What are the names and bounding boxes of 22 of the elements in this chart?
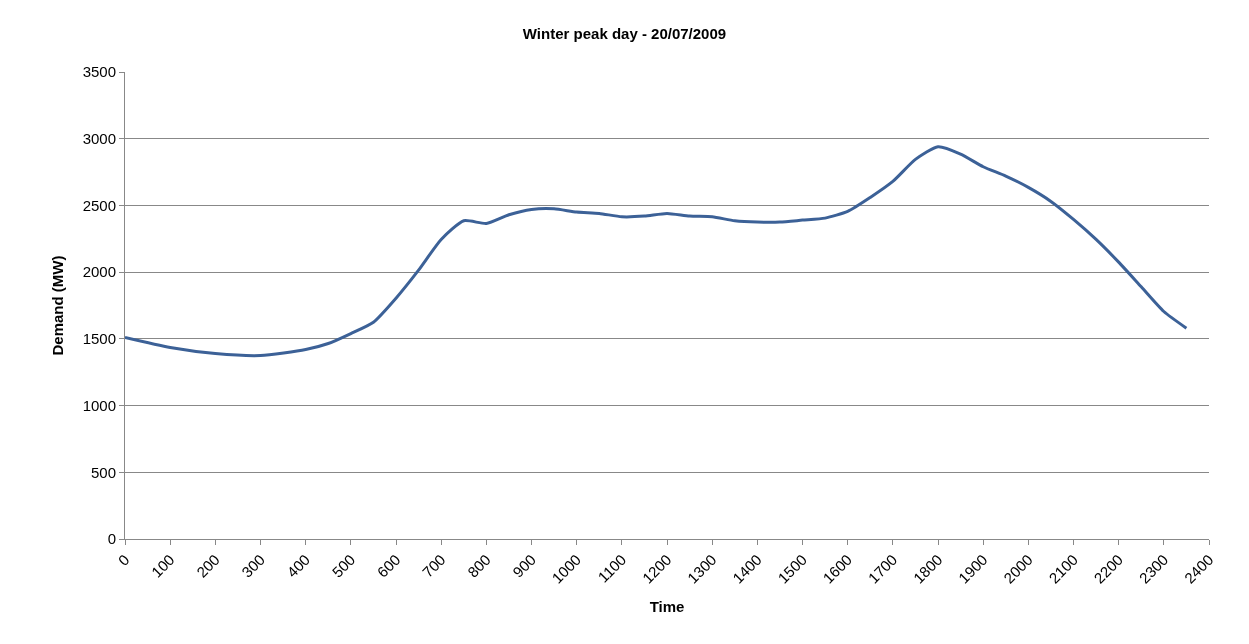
x-tick-label: 800: [464, 550, 494, 581]
x-tick-label: 500: [328, 550, 359, 581]
y-tick-label: 500: [90, 463, 116, 481]
y-tick-label: 3500: [82, 63, 116, 81]
y-tick-label: 2500: [82, 196, 116, 214]
x-tick-label: 200: [193, 550, 223, 581]
x-tick-label: 300: [238, 550, 268, 581]
chart-title: Winter peak day - 20/07/2009: [522, 25, 727, 43]
x-axis-title: Time: [649, 597, 685, 615]
line-series: [125, 145, 1188, 358]
x-tick-label: 700: [418, 550, 449, 581]
x-tick-label: 0: [114, 550, 133, 569]
y-axis-title: Demand (MW): [48, 255, 66, 356]
x-tick-label: 600: [373, 550, 404, 581]
y-tick-label: 0: [107, 530, 116, 548]
x-tick-label: 100: [147, 550, 178, 581]
y-tick-label: 1000: [82, 396, 116, 414]
y-tick-label: 1500: [82, 330, 116, 348]
x-tick-label: 400: [283, 550, 314, 581]
x-tick-label: 900: [509, 550, 539, 581]
y-tick-label: 3000: [82, 129, 116, 147]
y-tick-label: 2000: [82, 263, 116, 281]
